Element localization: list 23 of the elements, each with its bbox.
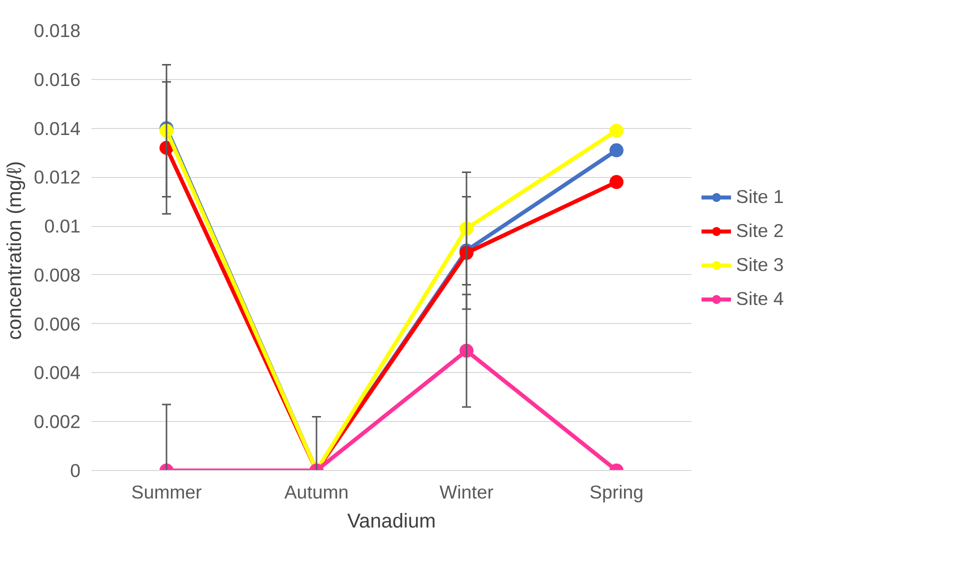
x-axis-title: Vanadium	[347, 510, 436, 532]
x-tick-label: Winter	[440, 482, 494, 502]
y-tick-label: 0.018	[34, 20, 80, 41]
y-tick-label: 0.01	[44, 216, 80, 237]
x-tick-label: Summer	[131, 482, 202, 502]
y-tick-label: 0.014	[34, 118, 80, 139]
legend-label: Site 4	[736, 288, 784, 310]
legend-label: Site 3	[736, 254, 784, 276]
y-tick-label: 0.002	[34, 411, 80, 432]
x-tick-label: Spring	[590, 482, 644, 502]
point	[610, 124, 624, 138]
y-tick-label: 0.012	[34, 166, 80, 188]
y-tick-label: 0.016	[34, 68, 80, 90]
y-tick-label: 0.008	[34, 264, 80, 286]
legend-label: Site 2	[736, 220, 784, 242]
y-tick-label: 0.006	[34, 313, 80, 334]
y-axis-title: concentration (mg/ℓ)	[4, 161, 26, 340]
point	[610, 175, 624, 190]
x-tick-label: Autumn	[284, 482, 349, 502]
legend-label: Site 1	[736, 186, 784, 208]
point	[610, 143, 624, 158]
y-tick-label: 0.004	[34, 362, 80, 384]
y-tick-label: 0	[70, 460, 81, 481]
